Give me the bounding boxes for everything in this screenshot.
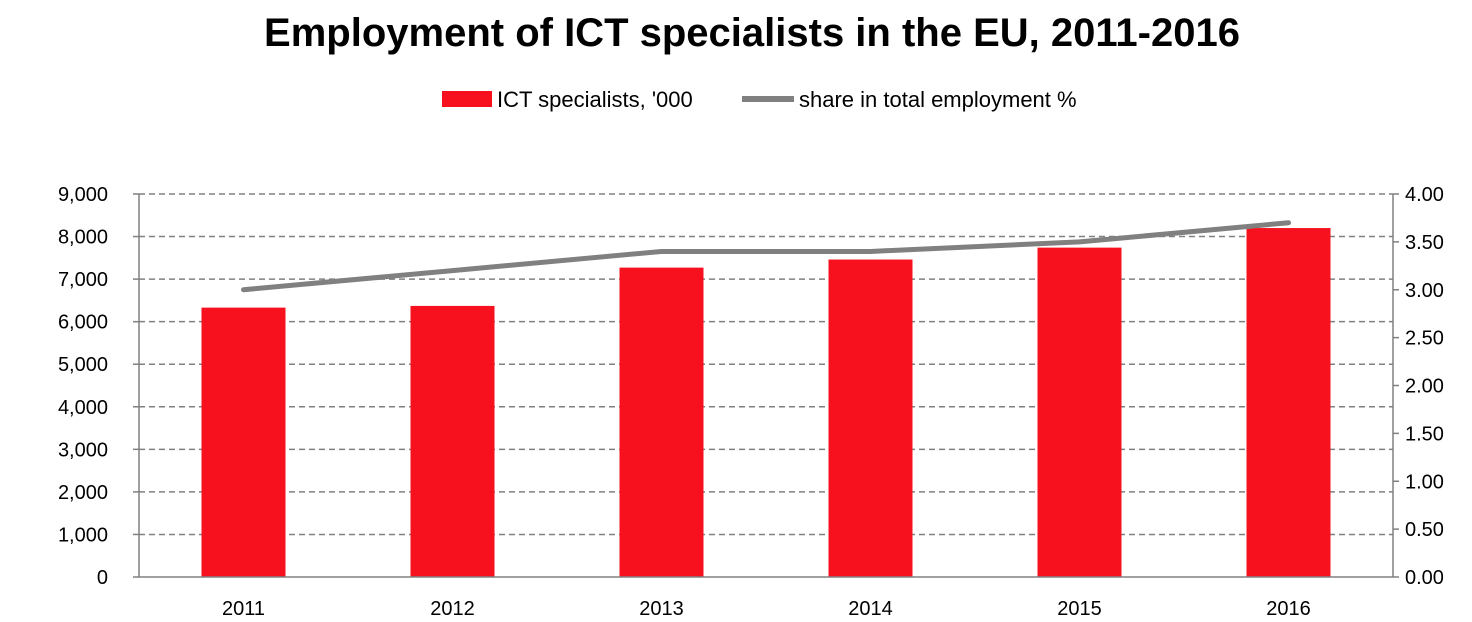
right-tick-label: 3.50 [1405, 232, 1444, 254]
right-tick-label: 1.50 [1405, 423, 1444, 445]
legend-line-label: share in total employment % [799, 87, 1077, 112]
bar-2015 [1037, 247, 1122, 577]
left-axis-ticks: 0 1,000 2,000 3,000 4,000 5,000 6,000 7,000 8,00… [58, 184, 139, 589]
right-tick-label: 2.00 [1405, 376, 1444, 398]
right-axis-ticks: 0.00 0.50 1.00 1.50 2.00 2.50 3.00 3.50 4.00 [1393, 184, 1444, 589]
left-tick-label: 9,000 [58, 184, 108, 206]
left-tick-label: 1,000 [58, 524, 108, 546]
left-tick-label: 0 [97, 567, 108, 589]
left-tick-label: 8,000 [58, 227, 108, 249]
bar-2013 [619, 267, 704, 577]
left-tick-label: 6,000 [58, 312, 108, 334]
bar-2014 [828, 259, 913, 577]
left-tick-label: 4,000 [58, 397, 108, 419]
bar-2016 [1246, 228, 1331, 578]
gridlines [139, 193, 1393, 536]
left-tick-label: 5,000 [58, 354, 108, 376]
bar-2011 [201, 307, 286, 577]
x-tick-label-2016: 2016 [1266, 598, 1311, 620]
right-tick-label: 1.00 [1405, 471, 1444, 493]
right-tick-label: 3.00 [1405, 280, 1444, 302]
bar-2012 [410, 305, 495, 577]
legend-bar-label: ICT specialists, '000 [497, 87, 693, 112]
chart-title: Employment of ICT specialists in the EU,… [264, 11, 1240, 55]
left-tick-label: 2,000 [58, 482, 108, 504]
left-tick-label: 3,000 [58, 439, 108, 461]
x-tick-label-2014: 2014 [848, 598, 893, 620]
x-tick-label-2013: 2013 [639, 598, 684, 620]
right-tick-label: 4.00 [1405, 184, 1444, 206]
share-line-series [241, 220, 1291, 293]
x-tick-label-2011: 2011 [222, 598, 265, 620]
x-tick-label-2015: 2015 [1057, 598, 1102, 620]
bars [201, 228, 1331, 578]
share-line [241, 220, 1291, 293]
right-tick-label: 2.50 [1405, 328, 1444, 350]
left-tick-label: 7,000 [58, 269, 108, 291]
right-tick-label: 0.50 [1405, 519, 1444, 541]
right-tick-label: 0.00 [1405, 567, 1444, 589]
legend-bar-swatch [442, 91, 492, 107]
x-axis-ticks: 2011 2012 2013 2014 2015 2016 [222, 598, 1311, 620]
x-tick-label-2012: 2012 [430, 598, 475, 620]
legend: ICT specialists, '000 share in total emp… [442, 87, 1077, 112]
